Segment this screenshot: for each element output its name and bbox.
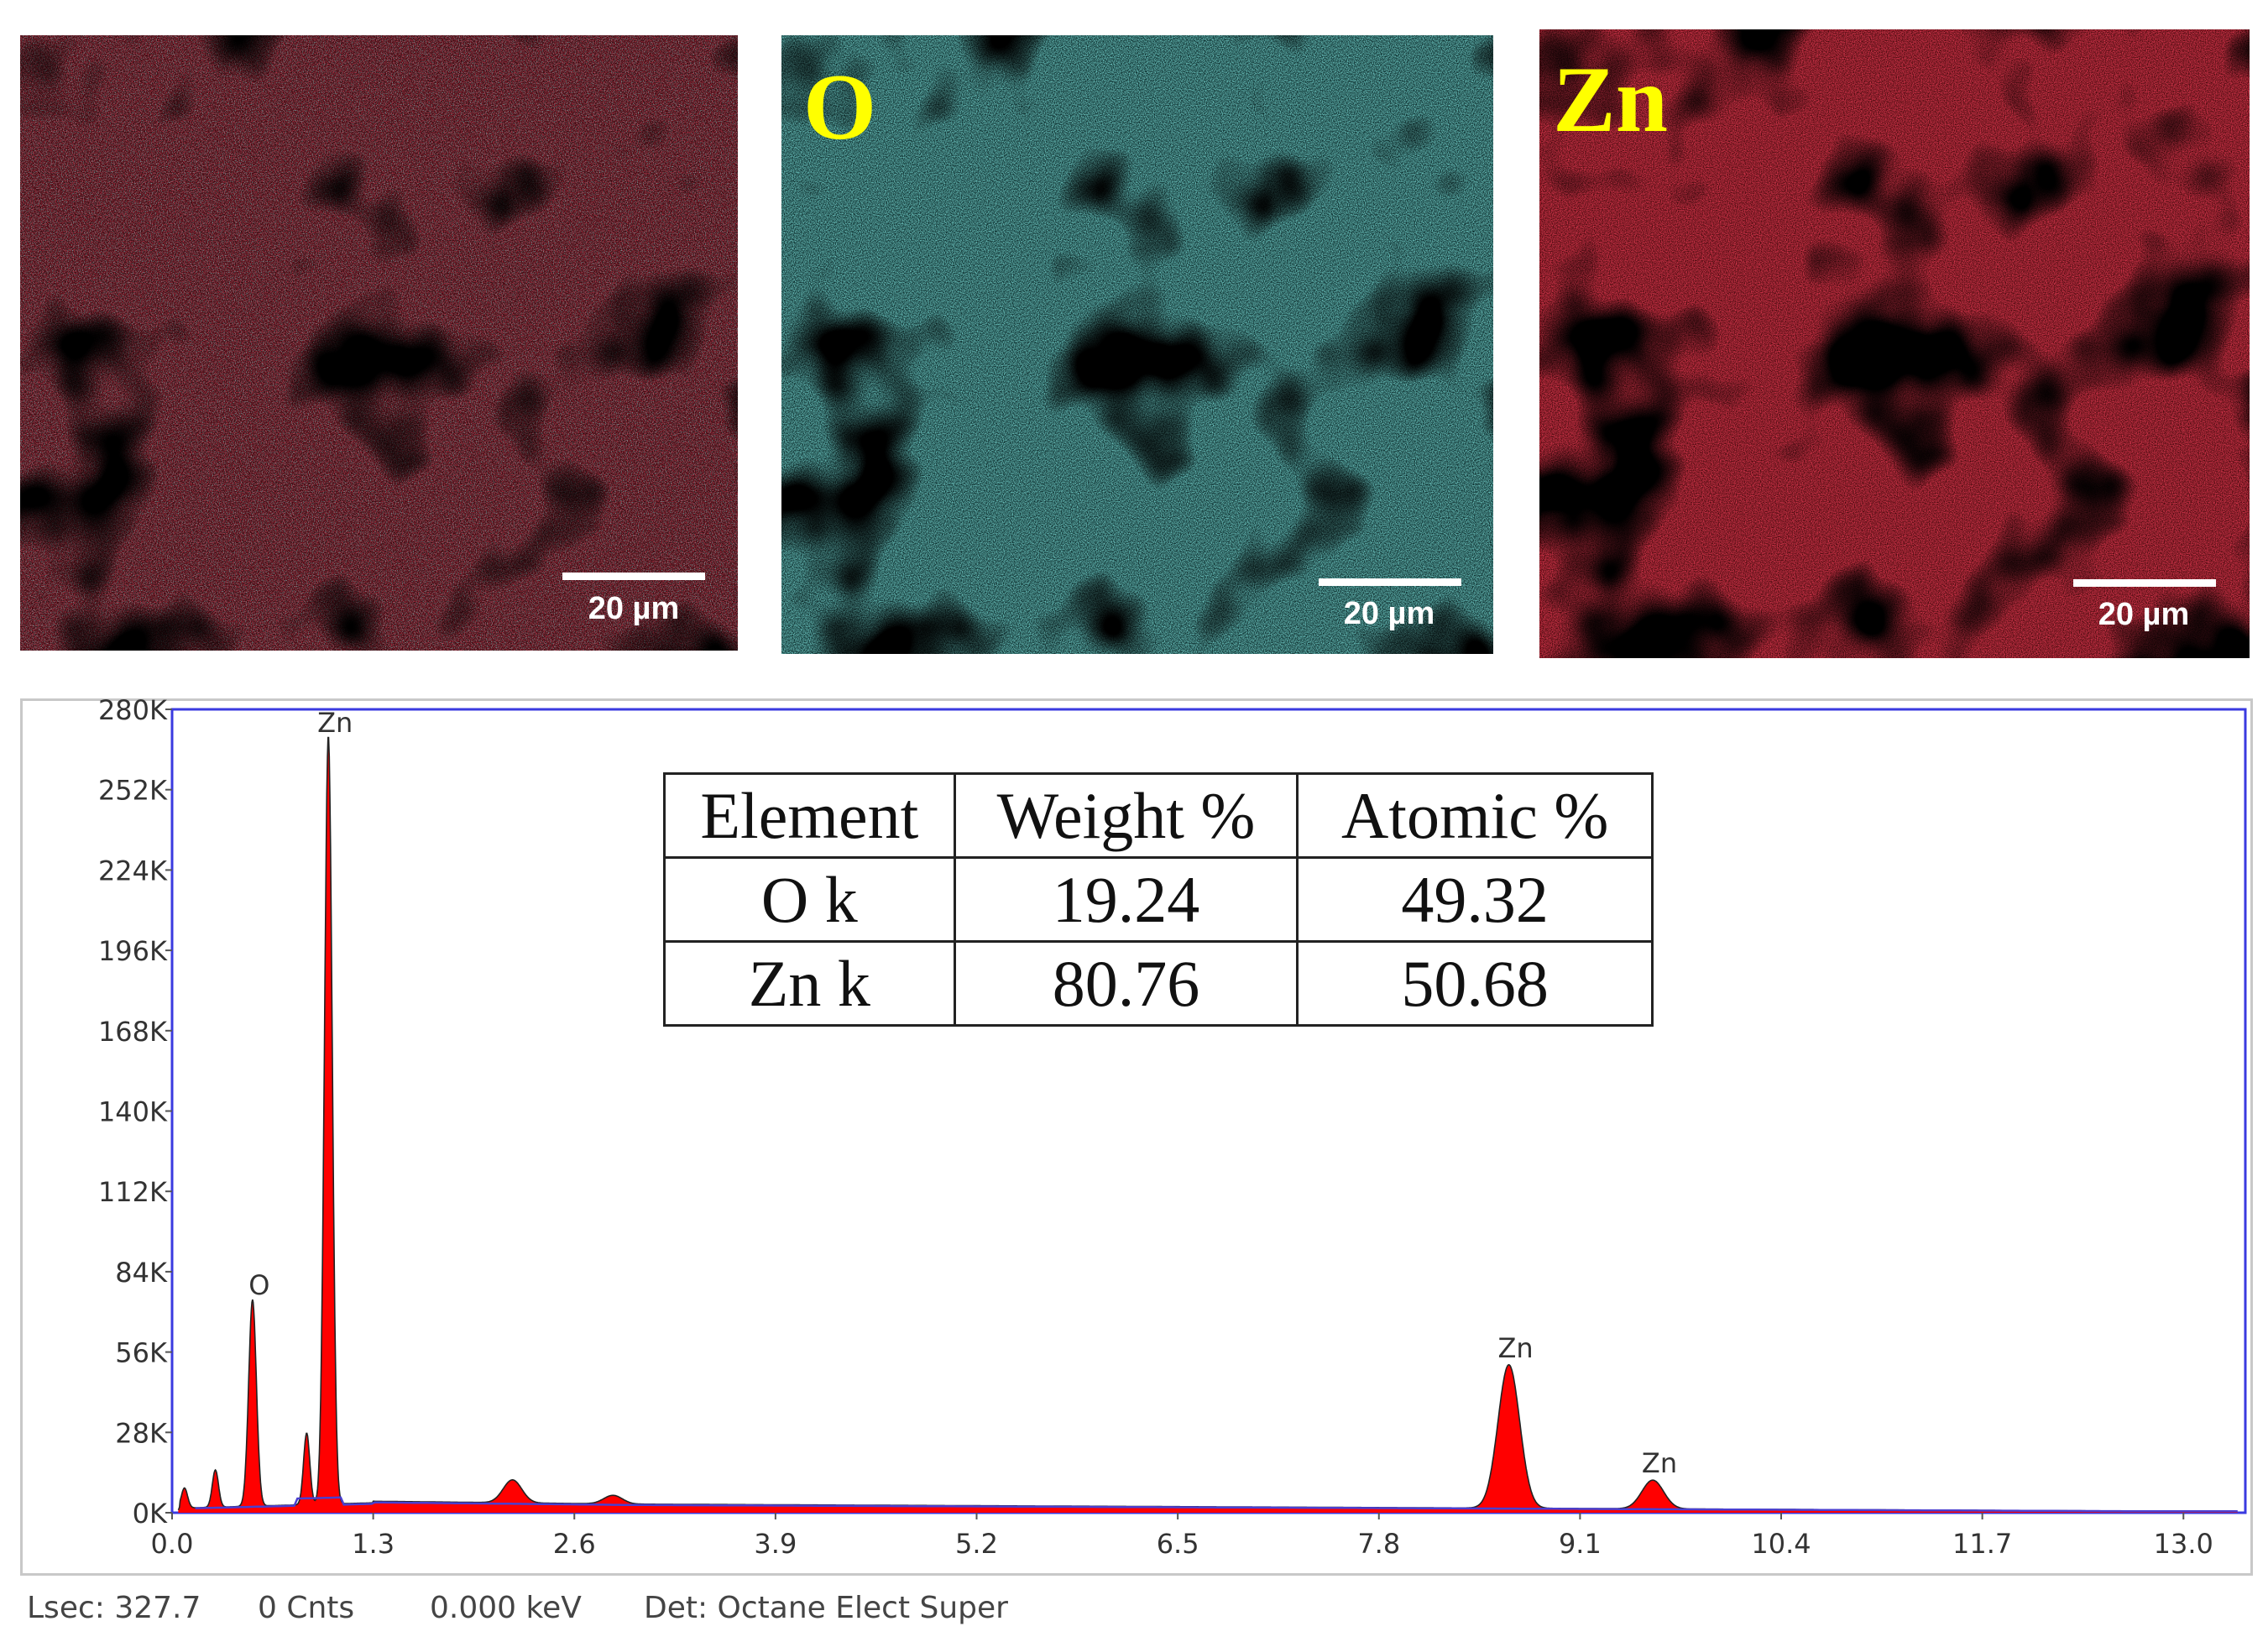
y-tick-label: 280K — [98, 694, 168, 726]
y-tick-label: 140K — [98, 1096, 168, 1128]
x-tick-label: 9.1 — [1559, 1528, 1602, 1560]
peak-label: Zn — [1642, 1447, 1677, 1479]
spectrum-panel — [20, 698, 2253, 1576]
scalebar-label: 20 µm — [588, 591, 680, 626]
x-tick-label: 11.7 — [1952, 1528, 2012, 1560]
table-row: O k 19.24 49.32 — [663, 856, 1654, 943]
x-tick-label: 6.5 — [1157, 1528, 1199, 1560]
x-tick-label: 1.3 — [352, 1528, 395, 1560]
map-zinc-image — [1539, 29, 2250, 658]
peak-label: Zn — [317, 707, 353, 739]
energy-readout: 0.000 keV — [430, 1591, 582, 1625]
y-tick-label: 0K — [133, 1498, 168, 1530]
x-tick-label: 10.4 — [1751, 1528, 1811, 1560]
y-tick-label: 252K — [98, 775, 168, 807]
x-tick-label: 5.2 — [955, 1528, 998, 1560]
peak-label: O — [248, 1269, 269, 1301]
table-header-cell: Element — [663, 772, 956, 859]
table-cell: O k — [663, 856, 956, 943]
table-header-cell: Atomic % — [1296, 772, 1654, 859]
counts-readout: 0 Cnts — [258, 1591, 355, 1625]
scalebar — [562, 573, 705, 580]
x-tick-label: 0.0 — [151, 1528, 194, 1560]
y-tick-label: 112K — [98, 1176, 168, 1208]
map-overlay-image — [20, 35, 738, 651]
table-cell: 49.32 — [1296, 856, 1654, 943]
map-overlay: 20 µm — [20, 35, 738, 651]
composition-table: Element Weight % Atomic % O k 19.24 49.3… — [663, 772, 1654, 1027]
y-tick-label: 168K — [98, 1016, 168, 1048]
x-tick-label: 3.9 — [754, 1528, 797, 1560]
map-label-zinc: Zn — [1553, 48, 1668, 152]
x-tick-label: 13.0 — [2154, 1528, 2213, 1560]
table-cell: 50.68 — [1296, 940, 1654, 1027]
table-cell: 80.76 — [953, 940, 1299, 1027]
table-row: Zn k 80.76 50.68 — [663, 940, 1654, 1027]
map-zinc: Zn 20 µm — [1539, 29, 2250, 658]
table-cell: 19.24 — [953, 856, 1299, 943]
y-tick-label: 56K — [115, 1337, 168, 1369]
table-cell: Zn k — [663, 940, 956, 1027]
background-fit-line — [195, 1496, 2238, 1513]
y-tick-label: 28K — [115, 1417, 168, 1449]
map-oxygen: O 20 µm — [781, 35, 1493, 654]
detector-name: Det: Octane Elect Super — [644, 1591, 1008, 1625]
y-tick-label: 224K — [98, 855, 168, 886]
peak-label: Zn — [1497, 1332, 1533, 1364]
map-oxygen-image — [781, 35, 1493, 654]
scalebar-label: 20 µm — [2098, 597, 2190, 632]
y-tick-label: 84K — [115, 1257, 168, 1289]
scalebar-label: 20 µm — [1343, 596, 1435, 631]
table-header-cell: Weight % — [953, 772, 1299, 859]
x-tick-label: 2.6 — [553, 1528, 596, 1560]
map-label-oxygen: O — [803, 55, 877, 159]
table-header-row: Element Weight % Atomic % — [663, 772, 1654, 859]
status-bar: Lsec: 327.7 0 Cnts 0.000 keV Det: Octane… — [27, 1591, 2209, 1633]
y-tick-label: 196K — [98, 935, 168, 967]
live-seconds: Lsec: 327.7 — [27, 1591, 201, 1625]
scalebar — [2073, 579, 2216, 587]
scalebar — [1319, 578, 1461, 586]
x-tick-label: 7.8 — [1357, 1528, 1400, 1560]
